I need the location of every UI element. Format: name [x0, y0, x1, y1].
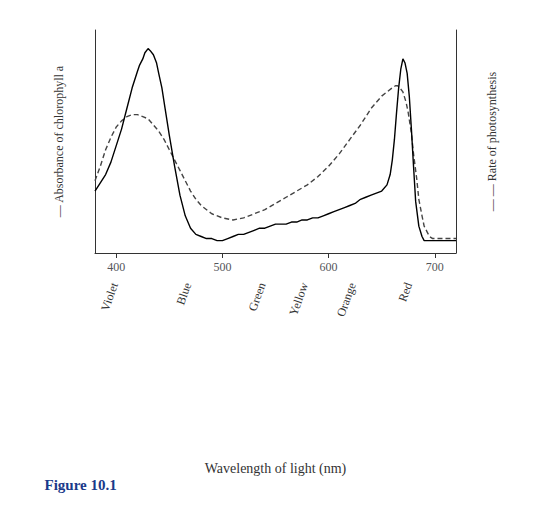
- svg-text:700: 700: [426, 260, 444, 274]
- svg-text:500: 500: [213, 260, 231, 274]
- svg-text:Green: Green: [245, 281, 268, 313]
- svg-text:600: 600: [320, 260, 338, 274]
- svg-text:400: 400: [107, 260, 125, 274]
- svg-text:— — Rate of photosynthesis: — — Rate of photosynthesis: [485, 72, 499, 213]
- svg-text:Figure 10.1: Figure 10.1: [44, 477, 116, 493]
- svg-text:Orange: Orange: [334, 281, 359, 319]
- svg-text:Violet: Violet: [98, 280, 121, 313]
- svg-text:Red: Red: [395, 281, 415, 304]
- svg-text:Wavelength of light (nm): Wavelength of light (nm): [205, 461, 347, 477]
- svg-text:Yellow: Yellow: [286, 280, 311, 317]
- svg-text:— Absorbance of chlorophyll a: — Absorbance of chlorophyll a: [52, 65, 66, 218]
- svg-text:Blue: Blue: [173, 281, 194, 307]
